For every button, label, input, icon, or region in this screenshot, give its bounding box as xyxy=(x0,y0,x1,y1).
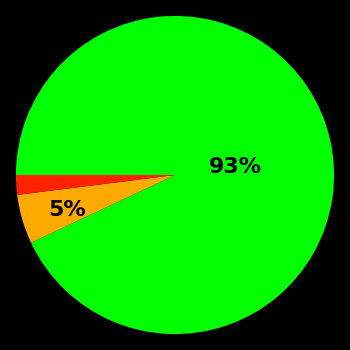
Wedge shape xyxy=(16,175,175,195)
Text: 93%: 93% xyxy=(209,157,262,177)
Wedge shape xyxy=(16,16,334,334)
Text: 5%: 5% xyxy=(48,200,86,220)
Wedge shape xyxy=(17,175,175,243)
